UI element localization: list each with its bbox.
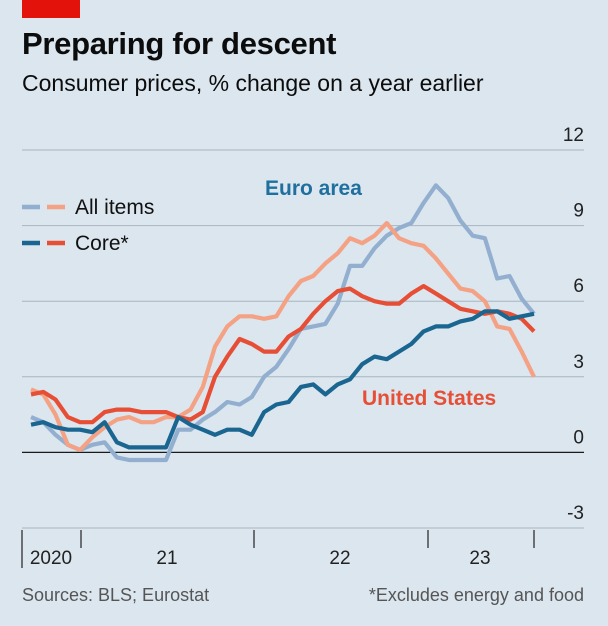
y-tick-label: 9 [573,201,584,222]
y-tick-label: 6 [573,276,584,297]
y-tick-label: 12 [563,125,584,146]
brand-red-tag [22,0,80,18]
series-line-united-states-core [30,284,536,425]
x-tick-label: 2020 [30,548,72,569]
x-tick-label: 21 [156,548,177,569]
series-line-euro-area-core [30,309,535,450]
legend-core-label: Core* [75,232,129,255]
x-tick-label: 22 [329,548,350,569]
sources-note: Sources: BLS; Eurostat [22,585,210,605]
y-tick-label: -3 [567,503,584,524]
annotation-united-states: United States [362,387,496,410]
annotation-euro-area: Euro area [265,177,362,200]
chart-subtitle: Consumer prices, % change on a year earl… [22,70,484,96]
series-line-euro-area-all-items [30,183,536,463]
chart-title: Preparing for descent [22,26,337,61]
series-line-united-states-all-items [30,221,536,452]
y-tick-label: 3 [573,352,584,373]
y-tick-label: 0 [573,427,584,448]
legend-all-items-label: All items [75,196,154,219]
x-tick-label: 23 [469,548,490,569]
footnote: *Excludes energy and food [368,585,584,605]
